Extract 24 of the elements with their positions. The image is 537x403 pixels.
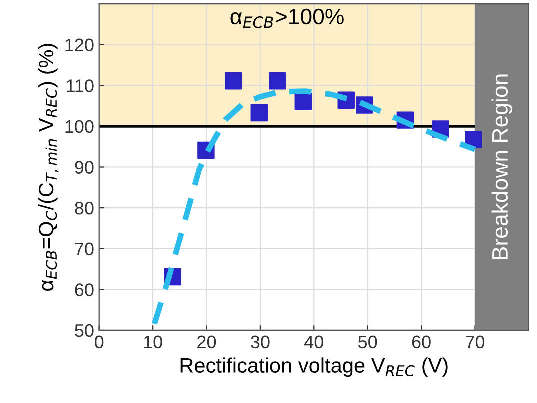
x-tick-label: 30 [251,336,270,349]
y-tick-label: 120 [66,38,94,52]
band-label: Breakdown Region [492,74,512,260]
point [224,72,242,90]
x-axis-title: Rectification voltage V$_{REC}$ (V) [180,358,448,378]
text: α$_{ECB}$=Q$_{C}$/(C$_{T,min}$ V$_{REC}$) (%) [38,44,59,291]
y-tick-label: 60 [75,284,94,296]
y-tick-label: 70 [75,242,94,256]
x-tick-label: 70 [466,336,485,349]
point [294,92,312,110]
x-tick-label: 40 [304,336,324,349]
y-tick-label: 80 [75,202,94,215]
point [250,104,268,122]
point [269,72,286,90]
y-tick-label: 90 [75,161,94,174]
x-tick-label: 0 [95,336,104,349]
x-tick-label: 20 [198,336,216,349]
y-tick-label: 110 [67,80,94,92]
band-label: α$_{ECB}$>100% [230,8,344,28]
x-tick-label: 50 [358,336,378,349]
x-tick-label: 10 [144,336,162,349]
y-tick-label: 50 [75,324,94,338]
x-tick-label: 60 [412,336,431,349]
y-tick-label: 100 [66,120,94,134]
